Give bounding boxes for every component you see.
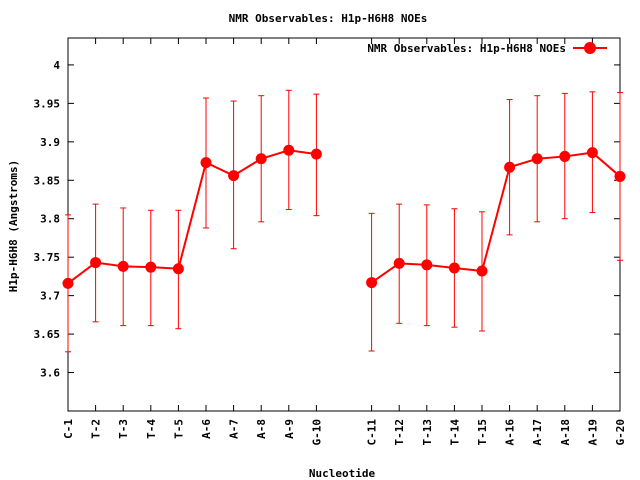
data-point xyxy=(448,262,460,274)
y-tick-label: 3.65 xyxy=(34,328,61,341)
data-point xyxy=(283,144,295,156)
data-point xyxy=(117,260,129,272)
data-point xyxy=(172,263,184,275)
x-tick-label: T-13 xyxy=(421,419,434,446)
data-point xyxy=(531,153,543,165)
data-point xyxy=(476,265,488,277)
data-point xyxy=(614,170,626,182)
data-point xyxy=(145,261,157,273)
x-axis-label: Nucleotide xyxy=(309,467,376,480)
x-tick-label: T-5 xyxy=(172,419,185,439)
x-tick-label: A-7 xyxy=(228,419,241,439)
x-tick-label: G-10 xyxy=(310,419,323,446)
x-tick-label: A-16 xyxy=(504,419,517,446)
x-tick-label: T-4 xyxy=(145,419,158,439)
data-point xyxy=(393,257,405,269)
y-tick-label: 3.9 xyxy=(40,136,60,149)
legend-label: NMR Observables: H1p-H6H8 NOEs xyxy=(367,42,566,55)
data-point xyxy=(310,148,322,160)
data-point xyxy=(200,157,212,169)
legend: NMR Observables: H1p-H6H8 NOEs xyxy=(367,42,607,55)
x-tick-label: T-15 xyxy=(476,419,489,446)
y-tick-label: 4 xyxy=(53,59,60,72)
axis-ticks: 3.6 3.65 3.7 3.75 3.8 3.85 3.9 3.95 4 C-1 T-2 T-3 T-… xyxy=(34,38,627,446)
data-point xyxy=(421,259,433,271)
data-point xyxy=(559,150,571,162)
x-tick-label: A-8 xyxy=(255,419,268,439)
y-tick-label: 3.95 xyxy=(34,97,61,110)
y-tick-label: 3.7 xyxy=(40,290,60,303)
x-tick-label: A-18 xyxy=(559,419,572,446)
chart-title: NMR Observables: H1p-H6H8 NOEs xyxy=(229,12,428,25)
x-tick-label: T-12 xyxy=(393,419,406,446)
x-tick-label: T-14 xyxy=(448,419,461,446)
series-line xyxy=(371,151,621,284)
plot-area xyxy=(62,89,626,353)
data-point xyxy=(586,147,598,159)
legend-marker xyxy=(584,42,596,54)
x-tick-label: A-19 xyxy=(586,419,599,446)
x-tick-label: A-17 xyxy=(531,419,544,446)
x-tick-label: G-20 xyxy=(614,419,627,446)
data-point xyxy=(366,277,378,289)
y-tick-label: 3.85 xyxy=(34,174,61,187)
y-tick-label: 3.75 xyxy=(34,251,61,264)
series-line xyxy=(67,149,317,285)
data-point xyxy=(62,277,74,289)
y-tick-label: 3.8 xyxy=(40,213,60,226)
y-axis-label: H1p-H6H8 (Angstroms) xyxy=(7,160,20,292)
data-point xyxy=(255,153,267,165)
x-tick-label: C-1 xyxy=(62,419,75,439)
x-tick-label: A-6 xyxy=(200,419,213,439)
data-point xyxy=(90,257,102,269)
data-point xyxy=(504,161,516,173)
data-point xyxy=(228,170,240,182)
x-tick-label: A-9 xyxy=(283,419,296,439)
x-tick-label: T-2 xyxy=(90,419,103,439)
x-tick-label: T-3 xyxy=(117,419,130,439)
y-tick-label: 3.6 xyxy=(40,367,60,380)
x-tick-label: C-11 xyxy=(366,419,379,446)
